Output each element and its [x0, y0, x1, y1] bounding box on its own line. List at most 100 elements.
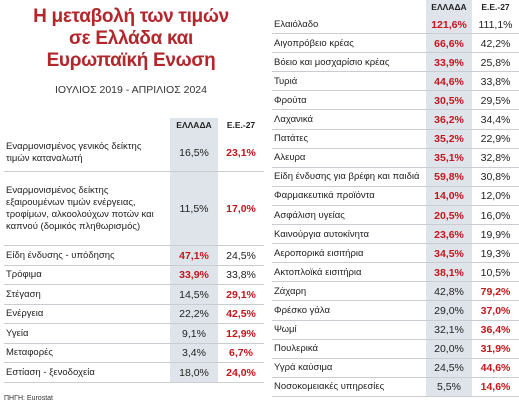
row-label: Ψωμί — [274, 324, 297, 336]
eu-value: 30,8% — [480, 171, 511, 184]
row-label: Ενέργεια — [6, 308, 44, 320]
table-row — [272, 302, 519, 321]
row-label: Ελαιόλαδο — [274, 18, 319, 30]
row-label: Ασφάλιση υγείας — [274, 209, 345, 221]
eu-value: 32,8% — [480, 152, 511, 165]
eu-value: 29,5% — [480, 94, 511, 107]
eu-value: 33,8% — [226, 269, 256, 282]
eu-value: 42,2% — [480, 37, 511, 50]
eu-value: 10,5% — [480, 266, 511, 279]
row-label: Αεροπορικά εισιτήρια — [274, 247, 364, 259]
table-row — [272, 206, 519, 226]
table-row — [272, 15, 519, 35]
row-label: Υγεία — [6, 327, 29, 339]
row-label: Τρόφιμα — [6, 269, 42, 281]
table-row — [272, 149, 519, 168]
row-label: Στέγαση — [6, 288, 41, 300]
greece-value: 22,2% — [179, 308, 209, 321]
eu-value: 37,0% — [480, 305, 511, 318]
eu-value: 22,9% — [480, 133, 511, 146]
row-label: Τυριά — [274, 75, 298, 87]
greece-value: 44,6% — [434, 75, 464, 88]
eu-value: 19,9% — [480, 228, 511, 241]
row-label: Εναρμονισμένος γενικός δείκτης τιμών κατ… — [6, 141, 142, 164]
row-label: Φρέσκο γάλα — [274, 305, 330, 317]
greece-value: 18,0% — [179, 366, 209, 379]
column-header: Ε.Ε.-27 — [226, 120, 256, 130]
eu-value: 111,1% — [478, 18, 513, 31]
greece-value: 36,2% — [434, 114, 464, 127]
table-row — [272, 111, 519, 130]
row-label: Καινούργια αυτοκίνητα — [274, 228, 370, 240]
eu-value: 31,9% — [480, 343, 511, 356]
greece-column-bg — [170, 118, 218, 383]
eu-value: 17,0% — [226, 203, 256, 215]
row-label: Νοσοκομειακές υπηρεσίες — [274, 381, 385, 393]
table-row — [4, 266, 264, 285]
greece-value: 11,5% — [179, 203, 209, 215]
column-header: ΕΛΛΑΔΑ — [176, 120, 212, 130]
eu-value: 29,1% — [226, 288, 256, 301]
table-row — [272, 225, 519, 245]
table-row — [272, 168, 519, 187]
title-line: Ευρωπαϊκή Ενωση — [46, 50, 216, 71]
eu-value: 36,4% — [480, 324, 511, 337]
eu-value: 6,7% — [229, 347, 253, 360]
row-label: Λαχανικά — [274, 114, 314, 126]
greece-value: 35,2% — [434, 133, 464, 146]
greece-value: 59,8% — [434, 171, 464, 184]
eu-value: 24,0% — [226, 366, 256, 379]
eu-value: 12,0% — [480, 190, 511, 203]
eu-value: 14,6% — [480, 381, 511, 394]
greece-column-bg — [426, 0, 472, 397]
greece-value: 3,4% — [182, 347, 206, 360]
greece-value: 20,5% — [434, 209, 464, 222]
greece-value: 16,5% — [179, 147, 209, 159]
row-label: Μεταφορές — [6, 347, 53, 359]
column-header: Ε.Ε.-27 — [481, 2, 510, 12]
greece-value: 47,1% — [179, 249, 209, 262]
eu-value: 44,6% — [480, 362, 511, 375]
eu-value: 23,1% — [226, 147, 256, 159]
table-row — [272, 130, 519, 149]
table-row — [272, 378, 519, 397]
column-header: ΕΛΛΑΔΑ — [431, 2, 467, 12]
table-row — [4, 134, 264, 172]
greece-value: 24,5% — [434, 362, 464, 375]
eu-value: 25,8% — [480, 56, 511, 69]
title-line: Η μεταβολή των τιμών — [33, 6, 229, 27]
title: Η μεταβολή των τιμών σε Ελλάδα και Ευρωπαϊ… — [0, 6, 262, 72]
greece-value: 32,1% — [434, 324, 464, 337]
greece-value: 121,6% — [431, 18, 467, 31]
table-row — [272, 282, 519, 302]
table-row — [272, 53, 519, 73]
row-label: Πατάτες — [274, 133, 309, 145]
row-label: Αιγοπρόβειο κρέας — [274, 37, 354, 49]
table-row — [272, 244, 519, 264]
greece-value: 29,0% — [434, 305, 464, 318]
table-row — [272, 187, 519, 206]
eu-value: 42,5% — [226, 308, 256, 321]
eu-value: 79,2% — [480, 285, 511, 298]
row-label: Ακτοπλοϊκά εισιτήρια — [274, 266, 362, 278]
table-row — [272, 340, 519, 359]
row-label: Είδη ένδυσης για βρέφη και παιδιά — [274, 171, 420, 183]
table-row — [4, 305, 264, 324]
row-label: Βόειο και μοσχαρίσιο κρέας — [274, 56, 390, 68]
greece-value: 35,1% — [434, 152, 464, 165]
row-label: Ζάχαρη — [274, 285, 307, 297]
eu-value: 34,4% — [480, 114, 511, 127]
row-label: Φρούτα — [274, 94, 307, 106]
table-row — [272, 321, 519, 340]
eu-value: 33,8% — [480, 75, 511, 88]
table-row — [272, 91, 519, 111]
greece-value: 33,9% — [179, 269, 209, 282]
row-label: Αλευρα — [274, 152, 306, 164]
greece-value: 20,0% — [434, 343, 464, 356]
row-label: Φαρμακευτικά προϊόντα — [274, 190, 375, 202]
greece-value: 66,6% — [434, 37, 464, 50]
greece-value: 42,8% — [434, 285, 464, 298]
title-line: σε Ελλάδα και — [68, 28, 194, 49]
eu-value: 16,0% — [480, 209, 511, 222]
